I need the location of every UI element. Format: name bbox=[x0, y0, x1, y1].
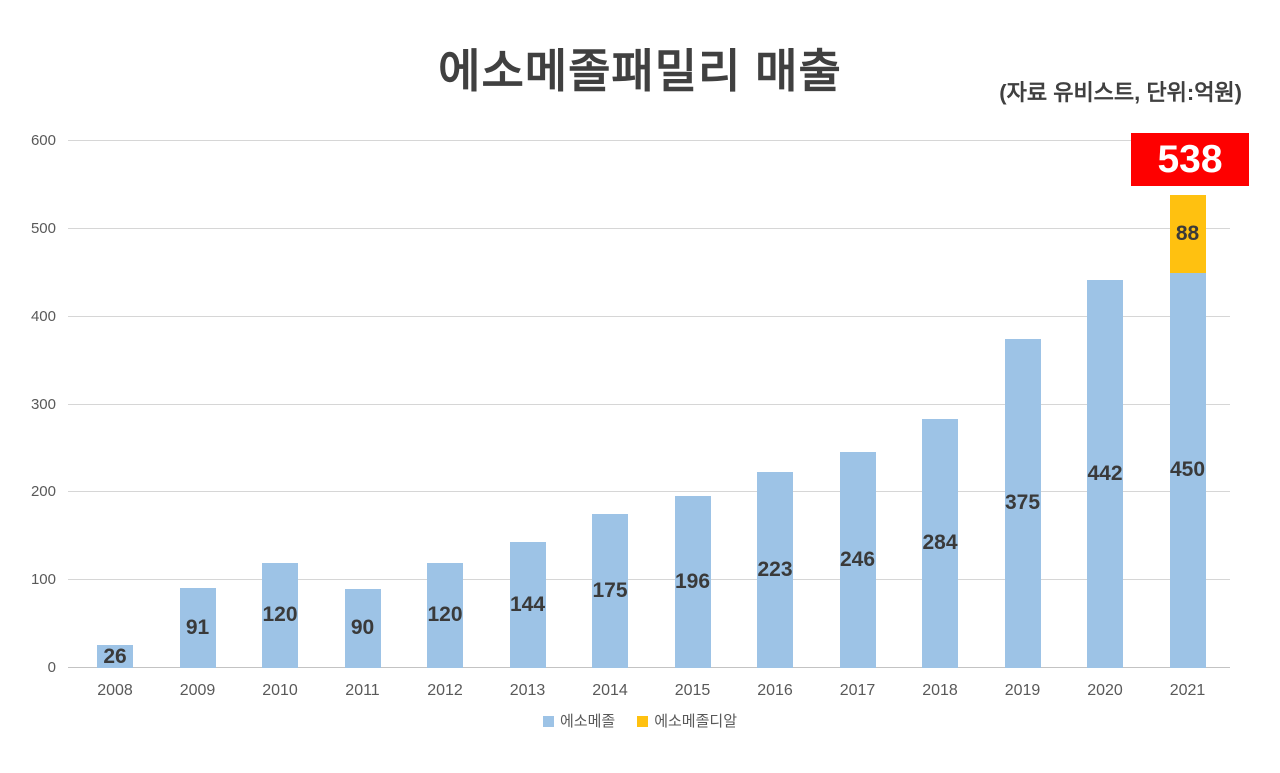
bar-segment-에소메졸 bbox=[839, 451, 876, 668]
x-axis-tick-label: 2016 bbox=[757, 682, 793, 699]
y-axis-tick-label: 500 bbox=[30, 219, 56, 237]
bar-value-label: 144 bbox=[509, 592, 546, 616]
x-axis-tick-label: 2009 bbox=[179, 682, 216, 699]
chart-title: 에소메졸패밀리 매출 bbox=[438, 45, 842, 97]
y-axis-tick-label: 100 bbox=[30, 571, 56, 589]
bar-value-label: 223 bbox=[757, 558, 793, 582]
bar-value-label: 175 bbox=[592, 579, 628, 603]
x-axis-tick-label: 2008 bbox=[97, 682, 133, 699]
y-axis-tick-label: 200 bbox=[30, 483, 56, 501]
x-axis-tick-label: 2010 bbox=[262, 682, 298, 699]
bar-value-label: 120 bbox=[262, 603, 298, 627]
x-axis-line bbox=[68, 667, 1230, 668]
bar-segment-에소메졸 bbox=[97, 645, 133, 668]
x-axis-tick-label: 2018 bbox=[922, 682, 958, 699]
bar-segment-에소메졸 bbox=[674, 495, 711, 668]
y-axis-tick-label: 300 bbox=[30, 395, 56, 413]
y-axis-tick-label: 0 bbox=[47, 659, 56, 676]
bar-segment-에소메졸 bbox=[1087, 279, 1123, 668]
bar-value-label: 120 bbox=[427, 603, 463, 627]
legend-item: 에소메졸 bbox=[542, 713, 616, 730]
legend-swatch-icon bbox=[637, 716, 649, 727]
plot-area: 26 2008 91 2009 120 2010 90 2011 120 2012 144 2013 1… bbox=[68, 140, 1230, 699]
x-axis-tick-label: 2019 bbox=[1004, 682, 1041, 699]
gridline bbox=[68, 315, 1230, 317]
legend-label: 에소메졸디알 bbox=[654, 713, 737, 730]
bar-segment-에소메졸 bbox=[509, 541, 546, 668]
bar-segment-에소메졸 bbox=[757, 472, 793, 668]
bar-segment-에소메졸 bbox=[262, 562, 298, 668]
y-axis: 0 100 200 300 400 500 600 bbox=[0, 133, 56, 676]
bar-value-label: 450 bbox=[1169, 458, 1206, 482]
bar-value-label: 90 bbox=[350, 616, 375, 640]
bar-segment-에소메졸 bbox=[344, 588, 381, 668]
bar-value-label: 91 bbox=[185, 616, 210, 640]
bar-segment-에소메졸디알 bbox=[1169, 195, 1206, 273]
bar-segment-에소메졸 bbox=[592, 514, 628, 668]
bar-segment-에소메졸 bbox=[922, 418, 958, 668]
bar-value-label: 375 bbox=[1004, 491, 1041, 515]
x-axis-tick-label: 2021 bbox=[1169, 682, 1206, 699]
x-axis-tick-label: 2012 bbox=[427, 682, 463, 699]
gridline bbox=[68, 140, 1230, 141]
x-axis-tick-label: 2015 bbox=[674, 682, 711, 699]
bar-value-label: 246 bbox=[839, 547, 876, 571]
bar-segment-에소메졸 bbox=[1169, 272, 1206, 668]
total-callout-badge: 538 bbox=[1131, 133, 1249, 186]
y-axis-tick-label: 400 bbox=[30, 307, 56, 325]
legend-item: 에소메졸디알 bbox=[637, 714, 737, 729]
x-axis-tick-label: 2014 bbox=[592, 682, 628, 699]
bar-value-label: 196 bbox=[674, 569, 711, 593]
bar-value-label: 284 bbox=[922, 531, 958, 555]
bar-segment-에소메졸 bbox=[1004, 338, 1041, 668]
x-axis-tick-label: 2017 bbox=[839, 682, 876, 699]
bar-segment-에소메졸 bbox=[427, 562, 463, 668]
gridline bbox=[68, 403, 1230, 405]
bar-value-label: 88 bbox=[1175, 222, 1200, 246]
x-axis-tick-label: 2011 bbox=[345, 682, 380, 699]
x-axis-tick-label: 2020 bbox=[1087, 682, 1123, 699]
legend: 에소메졸 에소메졸디알 bbox=[0, 714, 1280, 729]
legend-label: 에소메졸 bbox=[559, 713, 616, 730]
bar-segment-에소메졸 bbox=[179, 588, 216, 668]
gridline bbox=[68, 227, 1230, 229]
gridline bbox=[68, 491, 1230, 493]
chart-subtitle: (자료 유비스트, 단위:억원) bbox=[999, 80, 1242, 105]
legend-swatch-icon bbox=[542, 716, 554, 727]
total-callout-value: 538 bbox=[1157, 137, 1223, 181]
y-axis-tick-label: 600 bbox=[30, 132, 56, 149]
x-axis-tick-label: 2013 bbox=[509, 682, 546, 699]
gridline bbox=[68, 579, 1230, 581]
bar-value-label: 442 bbox=[1087, 461, 1123, 485]
bar-value-label: 26 bbox=[103, 644, 127, 668]
